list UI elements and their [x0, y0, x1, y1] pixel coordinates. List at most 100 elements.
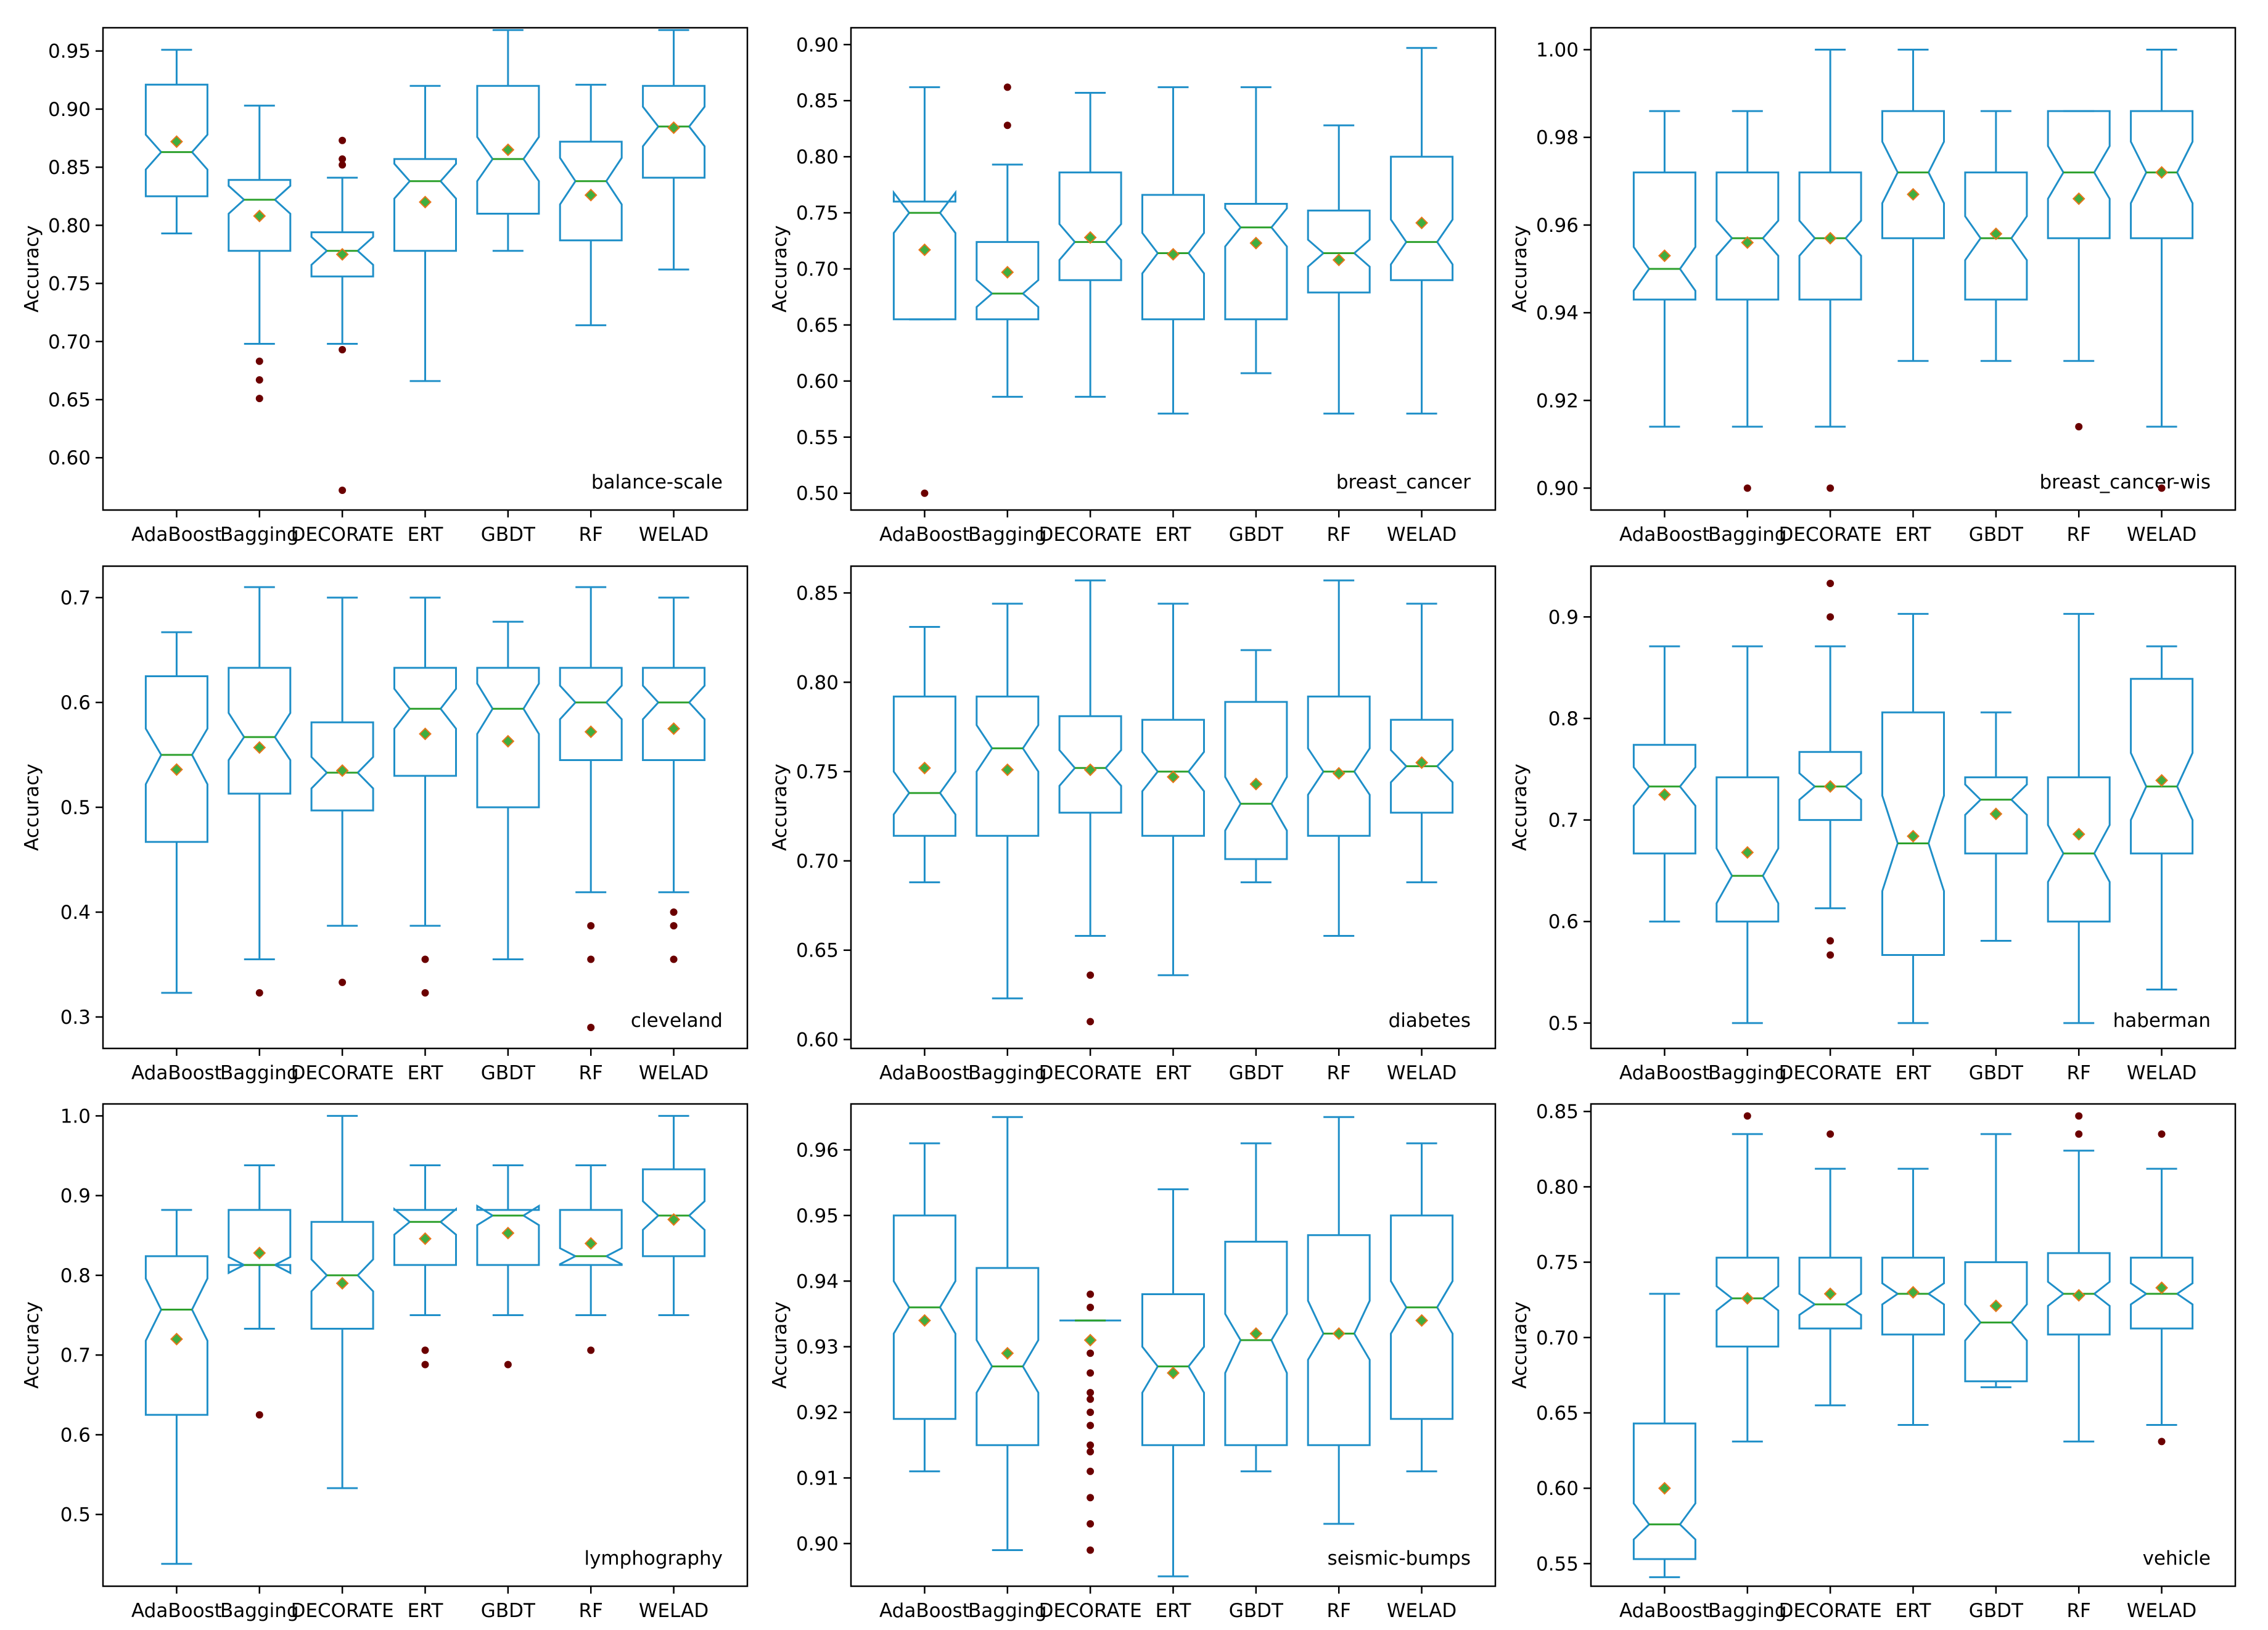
mean-marker	[1001, 763, 1014, 776]
outlier-point	[1087, 1441, 1095, 1449]
notched-box	[892, 189, 956, 321]
notched-box	[1307, 1234, 1371, 1446]
outlier-point	[255, 395, 263, 403]
mean-marker	[419, 727, 432, 741]
box-gbdt	[1224, 86, 1288, 374]
y-tick-label: 0.94	[796, 1270, 839, 1293]
y-tick-label: 0.93	[796, 1336, 839, 1359]
y-axis-label: Accuracy	[1509, 1301, 1531, 1389]
x-tick-label-welad: WELAD	[639, 524, 709, 546]
dataset-label: haberman	[2113, 1010, 2211, 1032]
notched-box	[144, 1255, 208, 1416]
notched-box	[1798, 751, 1862, 821]
notched-box	[1881, 1256, 1945, 1336]
y-tick-label: 0.8	[60, 1265, 91, 1287]
subplot-vehicle: 0.55 0.60 0.65 0.70 0.75 0.80 0.85 Accuracy AdaB…	[1509, 1101, 2237, 1622]
notched-box	[892, 695, 956, 837]
notched-box	[310, 721, 374, 812]
box-bagging	[1715, 110, 1780, 492]
y-tick-label: 0.90	[796, 1533, 839, 1555]
outlier-point	[255, 376, 263, 384]
box-gbdt	[476, 620, 540, 960]
box-bagging	[976, 1116, 1040, 1551]
mean-marker	[1083, 231, 1097, 244]
box-bagging	[976, 83, 1040, 398]
outlier-point	[255, 357, 263, 365]
mean-marker	[1989, 807, 2003, 821]
x-tick-label-welad: WELAD	[2127, 1062, 2196, 1084]
subplot-seismic-bumps: 0.90 0.91 0.92 0.93 0.94 0.95 0.96 Accuracy AdaB…	[769, 1103, 1497, 1622]
box-adaboost	[144, 49, 208, 235]
y-tick-label: 0.65	[796, 315, 839, 337]
x-tick-label-rf: RF	[2067, 524, 2091, 546]
mean-marker	[667, 1213, 680, 1226]
y-tick-label: 0.94	[1536, 302, 1579, 324]
x-tick-label-bagging: Bagging	[968, 524, 1047, 546]
notched-box	[1881, 711, 1945, 956]
notched-box	[892, 1214, 956, 1420]
x-tick-label-decorate: DECORATE	[1779, 524, 1882, 546]
outlier-point	[421, 989, 429, 997]
x-tick-label-rf: RF	[1327, 524, 1351, 546]
y-tick-label: 0.95	[48, 41, 91, 63]
box-rf	[559, 83, 623, 326]
x-tick-label-rf: RF	[579, 524, 603, 546]
box-rf	[1307, 124, 1371, 415]
notched-box	[2130, 110, 2194, 239]
dataset-label: vehicle	[2143, 1547, 2211, 1570]
outlier-point	[587, 922, 595, 930]
box-welad	[2130, 645, 2194, 991]
notched-box	[144, 83, 208, 197]
box-welad	[2130, 49, 2194, 492]
x-tick-label-adaboost: AdaBoost	[131, 1062, 222, 1084]
y-axis-label: Accuracy	[21, 225, 43, 313]
mean-marker	[1823, 780, 1837, 793]
notched-box	[1390, 718, 1454, 814]
mean-marker	[584, 725, 598, 739]
outlier-point	[1826, 1130, 1835, 1138]
y-tick-label: 0.85	[1536, 1101, 1579, 1123]
outlier-point	[1826, 579, 1835, 587]
notched-box	[144, 675, 208, 843]
dataset-label: cleveland	[631, 1010, 723, 1032]
outlier-point	[421, 955, 429, 963]
y-tick-label: 0.6	[60, 1424, 91, 1446]
box-decorate	[310, 136, 374, 494]
x-tick-label-gbdt: GBDT	[481, 524, 536, 546]
box-adaboost	[892, 625, 956, 884]
x-tick-label-decorate: DECORATE	[1779, 1062, 1882, 1084]
box-gbdt	[476, 1164, 540, 1369]
notched-box	[1058, 171, 1122, 281]
box-gbdt	[476, 29, 540, 252]
box-adaboost	[1632, 110, 1696, 428]
subplot-lymphography: 0.5 0.6 0.7 0.8 0.9 1.0 Accuracy AdaBoostBaggin…	[21, 1103, 749, 1622]
box-welad	[642, 29, 706, 271]
y-tick-label: 0.65	[48, 389, 91, 411]
x-tick-label-welad: WELAD	[2127, 524, 2196, 546]
notched-box	[1715, 1256, 1780, 1348]
box-rf	[559, 1164, 623, 1354]
notched-box	[1964, 171, 2028, 301]
mean-marker	[1741, 236, 1754, 249]
mean-marker	[1167, 1366, 1180, 1380]
y-axis-label: Accuracy	[1509, 225, 1531, 313]
y-tick-label: 0.70	[796, 850, 839, 873]
x-tick-label-ert: ERT	[408, 524, 444, 546]
box-welad	[2130, 1130, 2194, 1446]
notched-box	[2047, 110, 2111, 239]
x-tick-label-rf: RF	[1327, 1062, 1351, 1084]
dataset-label: lymphography	[584, 1547, 723, 1570]
mean-marker	[1332, 253, 1346, 266]
outlier-point	[587, 1346, 595, 1354]
x-tick-label-decorate: DECORATE	[1039, 524, 1142, 546]
y-tick-label: 0.92	[796, 1402, 839, 1424]
x-tick-label-decorate: DECORATE	[1039, 1062, 1142, 1084]
outlier-point	[339, 978, 347, 986]
mean-marker	[1167, 247, 1180, 261]
y-tick-label: 0.9	[60, 1185, 91, 1208]
outlier-point	[1087, 1409, 1095, 1417]
notched-box	[2047, 776, 2111, 923]
outlier-point	[1087, 1389, 1095, 1397]
x-tick-label-decorate: DECORATE	[1779, 1600, 1882, 1622]
outlier-point	[1087, 1369, 1095, 1377]
